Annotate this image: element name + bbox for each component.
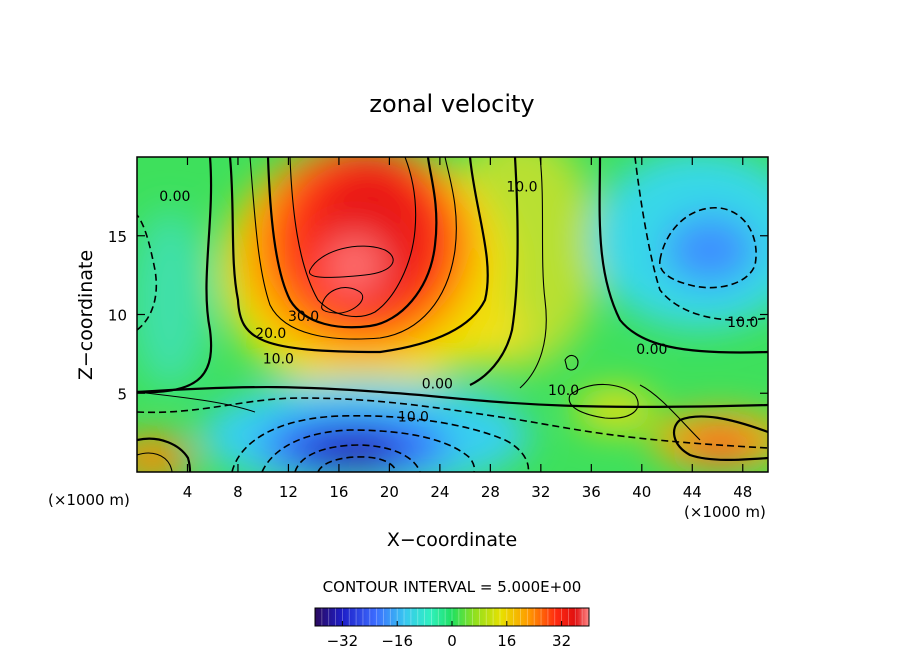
y-axis-ticks: 5 10 15 xyxy=(108,228,768,403)
contour-label: 0.00 xyxy=(422,377,453,393)
contour-label: 20.0 xyxy=(255,326,286,342)
colorbar-stripes xyxy=(321,608,583,626)
x-tick-label: 24 xyxy=(430,483,449,501)
contour-label: 10.0 xyxy=(548,383,579,399)
colorbar-tick-label: −32 xyxy=(327,632,359,650)
x-tick-label: 8 xyxy=(233,483,243,501)
colorbar-tick-label: −16 xyxy=(381,632,413,650)
colorbar-gradient xyxy=(315,608,589,626)
x-unit-right: (×1000 m) xyxy=(684,503,766,521)
contour-label: 10.0 xyxy=(506,180,537,196)
contour-label: 0.00 xyxy=(159,189,190,205)
contour-labels: 0.00 10.0 30.020.0 10.0 0.00 10.0 10.0 10.0 0.00 xyxy=(159,180,758,426)
x-axis-ticks: 4 8 12 16 20 24 28 32 36 40 44 48 xyxy=(183,157,752,501)
contour-label: 10.0 xyxy=(727,315,758,331)
x-tick-label: 48 xyxy=(733,483,752,501)
contour-label: 30.0 xyxy=(288,309,319,325)
x-tick-label: 12 xyxy=(279,483,298,501)
contour-label: 0.00 xyxy=(636,342,667,358)
x-tick-label: 28 xyxy=(481,483,500,501)
x-axis-label: X−coordinate xyxy=(387,529,517,551)
contour-label: 10.0 xyxy=(263,351,294,367)
x-tick-label: 20 xyxy=(380,483,399,501)
colorbar-tick-label: 32 xyxy=(552,632,571,650)
x-unit-left: (×1000 m) xyxy=(48,491,130,509)
y-axis-label: Z−coordinate xyxy=(75,250,97,380)
chart-title: zonal velocity xyxy=(369,90,534,118)
x-tick-label: 36 xyxy=(582,483,601,501)
x-tick-label: 44 xyxy=(683,483,702,501)
colorbar-tick-label: 0 xyxy=(447,632,457,650)
colorbar-tick-label: 16 xyxy=(497,632,516,650)
y-tick-label: 15 xyxy=(108,228,127,246)
velocity-field xyxy=(137,157,768,472)
x-tick-label: 16 xyxy=(329,483,348,501)
x-tick-label: 40 xyxy=(632,483,651,501)
contour-interval-note: CONTOUR INTERVAL = 5.000E+00 xyxy=(323,578,582,596)
colorbar: −32 −16 0 16 32 xyxy=(314,607,590,650)
contour-lines xyxy=(137,157,768,472)
x-tick-label: 32 xyxy=(531,483,550,501)
y-tick-label: 10 xyxy=(108,307,127,325)
x-tick-label: 4 xyxy=(183,483,193,501)
colorbar-ticks: −32 −16 0 16 32 xyxy=(327,621,571,650)
contour-label: 10.0 xyxy=(398,410,429,426)
y-tick-label: 5 xyxy=(117,385,127,403)
